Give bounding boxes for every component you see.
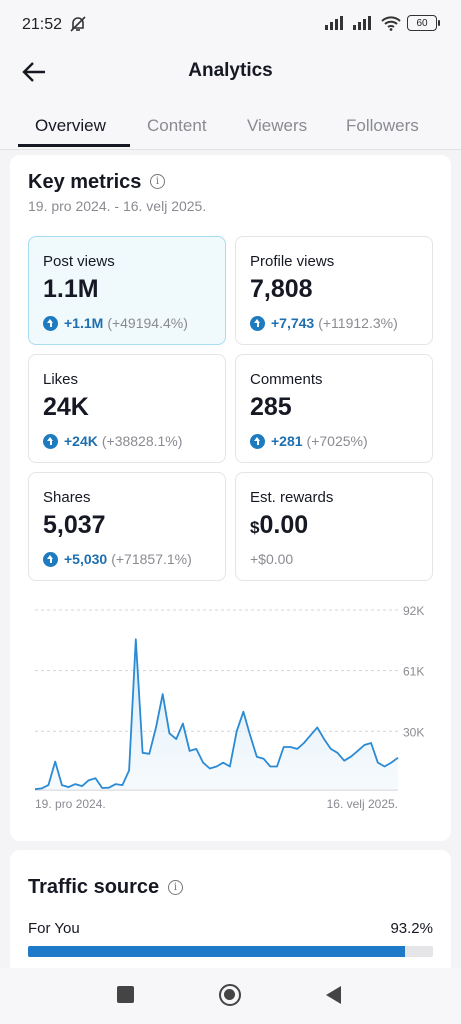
metric-label: Comments xyxy=(250,371,323,388)
metric-value: 1.1M xyxy=(43,275,99,303)
traffic-row-value: 93.2% xyxy=(390,920,433,937)
signal-icon xyxy=(325,16,343,30)
status-time: 21:52 xyxy=(22,16,63,33)
post-views-chart: 30K 61K 92K 19. pro 2024. 16. velj 2025. xyxy=(34,604,424,811)
y-tick-label: 92K xyxy=(403,604,424,618)
traffic-progress-fill xyxy=(28,946,406,957)
delta-percent: (+38828.1%) xyxy=(101,433,183,449)
top-app-bar: Analytics xyxy=(0,46,461,98)
arrow-up-circle-icon xyxy=(43,433,58,449)
active-tab-indicator xyxy=(18,144,130,147)
tab-followers[interactable]: Followers xyxy=(346,116,419,135)
traffic-source-title: Traffic source xyxy=(28,876,160,898)
metric-value: 5,037 xyxy=(43,511,106,539)
delta-absolute: +24K xyxy=(64,433,98,449)
y-tick-label: 30K xyxy=(403,725,424,739)
delta-percent: (+71857.1%) xyxy=(111,551,192,567)
delta-absolute: +7,743 xyxy=(271,315,315,331)
system-navigation-bar xyxy=(0,968,461,1024)
metric-delta: +$0.00 xyxy=(250,551,293,567)
delta-absolute: +1.1M xyxy=(64,315,104,331)
page-title: Analytics xyxy=(188,60,273,81)
status-bar: 21:52 60 xyxy=(0,0,461,46)
metric-profile-views[interactable]: Profile views 7,808 +7,743 (+11912.3%) xyxy=(235,236,433,345)
chart-series-line xyxy=(34,638,399,791)
key-metrics-title: Key metrics xyxy=(28,171,142,193)
delta-percent: (+11912.3%) xyxy=(318,315,398,331)
metric-label: Profile views xyxy=(250,253,335,270)
metric-delta: +7,743 (+11912.3%) xyxy=(250,315,398,331)
delta-absolute: +$0.00 xyxy=(250,551,294,567)
rewards-amount: 0.00 xyxy=(259,511,309,539)
back-triangle-icon[interactable] xyxy=(326,986,341,1004)
metric-shares[interactable]: Shares 5,037 +5,030 (+71857.1%) xyxy=(28,472,226,581)
signal-icon xyxy=(353,16,371,30)
x-tick-label-start: 19. pro 2024. xyxy=(35,797,106,811)
key-metrics-card: Key metrics i 19. pro 2024. - 16. velj 2… xyxy=(10,155,451,841)
tab-overview[interactable]: Overview xyxy=(35,116,106,135)
info-icon[interactable]: i xyxy=(150,174,165,189)
arrow-up-circle-icon xyxy=(250,315,265,331)
home-icon[interactable] xyxy=(219,984,241,1006)
metric-likes[interactable]: Likes 24K +24K (+38828.1%) xyxy=(28,354,226,463)
delta-absolute: +5,030 xyxy=(64,551,108,567)
metric-delta: +1.1M (+49194.4%) xyxy=(43,315,188,331)
metric-label: Shares xyxy=(43,489,91,506)
metric-value: 7,808 xyxy=(250,275,313,303)
metric-delta: +281 (+7025%) xyxy=(250,433,368,449)
metric-value: $0.00 xyxy=(250,511,308,540)
back-arrow-icon xyxy=(22,62,45,82)
recent-apps-icon[interactable] xyxy=(117,986,134,1003)
arrow-up-circle-icon xyxy=(250,433,265,449)
metric-delta: +5,030 (+71857.1%) xyxy=(43,551,192,567)
metric-label: Likes xyxy=(43,371,79,388)
battery-icon: 60 xyxy=(407,15,440,31)
battery-level: 60 xyxy=(416,17,428,29)
arrow-up-circle-icon xyxy=(43,315,58,331)
traffic-row-label: For You xyxy=(28,920,80,937)
traffic-progress-bar xyxy=(28,946,433,957)
metric-label: Post views xyxy=(43,253,115,270)
delta-absolute: +281 xyxy=(271,433,303,449)
x-tick-label-end: 16. velj 2025. xyxy=(327,797,398,811)
info-icon[interactable]: i xyxy=(168,880,183,895)
metric-est-rewards[interactable]: Est. rewards $0.00 +$0.00 xyxy=(235,472,433,581)
tab-content[interactable]: Content xyxy=(147,116,207,135)
metric-value: 24K xyxy=(43,393,89,421)
wifi-icon xyxy=(381,16,401,31)
delta-percent: (+7025%) xyxy=(306,433,368,449)
tab-viewers[interactable]: Viewers xyxy=(247,116,308,135)
traffic-source-card: Traffic source i For You 93.2% xyxy=(10,850,451,980)
metric-label: Est. rewards xyxy=(250,489,334,506)
tab-bar: Overview Content Viewers Followers xyxy=(0,98,461,150)
currency-symbol: $ xyxy=(250,518,260,537)
back-button[interactable] xyxy=(18,56,50,88)
arrow-up-circle-icon xyxy=(43,551,58,567)
metric-comments[interactable]: Comments 285 +281 (+7025%) xyxy=(235,354,433,463)
metric-post-views[interactable]: Post views 1.1M +1.1M (+49194.4%) xyxy=(28,236,226,345)
y-tick-label: 61K xyxy=(403,665,424,679)
chart-area xyxy=(35,639,398,790)
metric-value: 285 xyxy=(250,393,292,421)
metric-delta: +24K (+38828.1%) xyxy=(43,433,182,449)
status-icons: 60 xyxy=(325,15,440,31)
date-range: 19. pro 2024. - 16. velj 2025. xyxy=(28,198,207,214)
delta-percent: (+49194.4%) xyxy=(107,315,188,331)
mute-icon xyxy=(70,16,86,32)
